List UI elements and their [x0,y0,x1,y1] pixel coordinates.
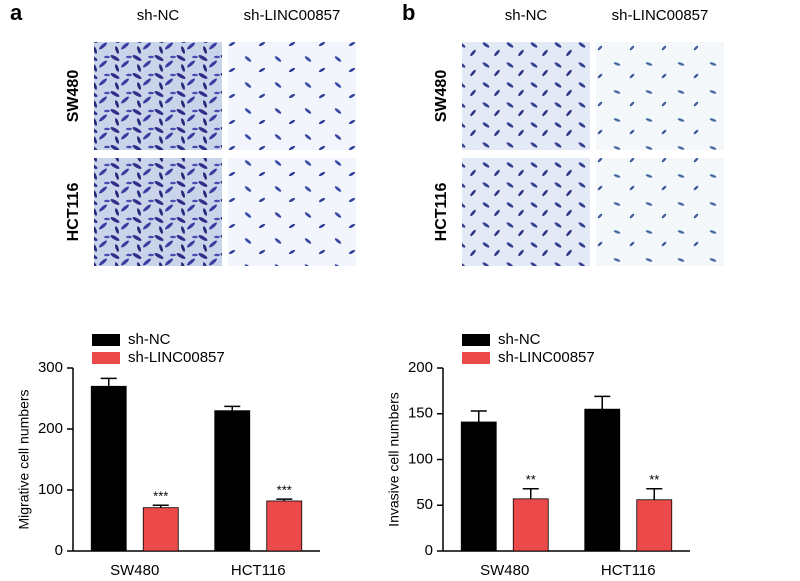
column-label: sh-LINC00857 [612,7,709,24]
legend-swatch [462,334,490,346]
legend-swatch [92,334,120,346]
y-axis-label: Invasive cell numbers [386,392,402,527]
legend-label: sh-NC [128,331,171,348]
micrograph [228,158,356,266]
y-tick-label: 200 [38,420,63,437]
bar [142,507,179,552]
panel-label: b [402,0,415,25]
y-tick-label: 100 [408,450,433,467]
bar [584,408,621,552]
legend-label: sh-LINC00857 [498,349,595,366]
y-tick-label: 100 [38,481,63,498]
row-label: HCT116 [65,183,82,242]
micrograph [596,158,724,266]
bar [460,421,497,552]
bar [266,500,303,552]
y-axis-label: Migrative cell numbers [16,389,32,529]
significance-label: *** [277,483,292,498]
y-tick-label: 0 [425,542,433,559]
y-tick-label: 200 [408,359,433,376]
row-label: HCT116 [433,183,450,242]
legend-label: sh-LINC00857 [128,349,225,366]
bar [90,385,127,552]
x-tick-label: HCT116 [601,562,656,579]
error-bar [224,405,241,411]
error-bar [152,504,169,508]
micrograph [228,42,356,150]
legend-label: sh-NC [498,331,541,348]
column-label: sh-NC [137,7,180,24]
x-tick-label: SW480 [480,562,529,579]
x-tick-label: HCT116 [231,562,286,579]
column-label: sh-LINC00857 [244,7,341,24]
legend-swatch [92,352,120,364]
error-bar [646,488,663,500]
row-label: SW480 [433,70,450,123]
column-label: sh-NC [505,7,548,24]
y-tick-label: 150 [408,405,433,422]
error-bar [522,488,539,499]
error-bar [470,410,487,422]
significance-label: ** [526,472,536,487]
significance-label: *** [153,489,168,504]
micrograph [94,158,222,266]
significance-label: ** [649,472,659,487]
error-bar [276,498,293,501]
error-bar [594,395,611,410]
error-bar [100,377,117,387]
row-label: SW480 [65,70,82,123]
x-tick-label: SW480 [110,562,159,579]
micrographs [94,42,724,266]
micrograph [462,42,590,150]
bar [512,498,549,552]
bar [636,499,673,552]
bar [214,410,251,552]
micrograph [596,42,724,150]
y-tick-label: 300 [38,359,63,376]
legend-swatch [462,352,490,364]
micrograph [94,42,222,150]
micrograph [462,158,590,266]
y-tick-label: 0 [55,542,63,559]
panel-label: a [10,0,23,25]
y-tick-label: 50 [416,496,433,513]
